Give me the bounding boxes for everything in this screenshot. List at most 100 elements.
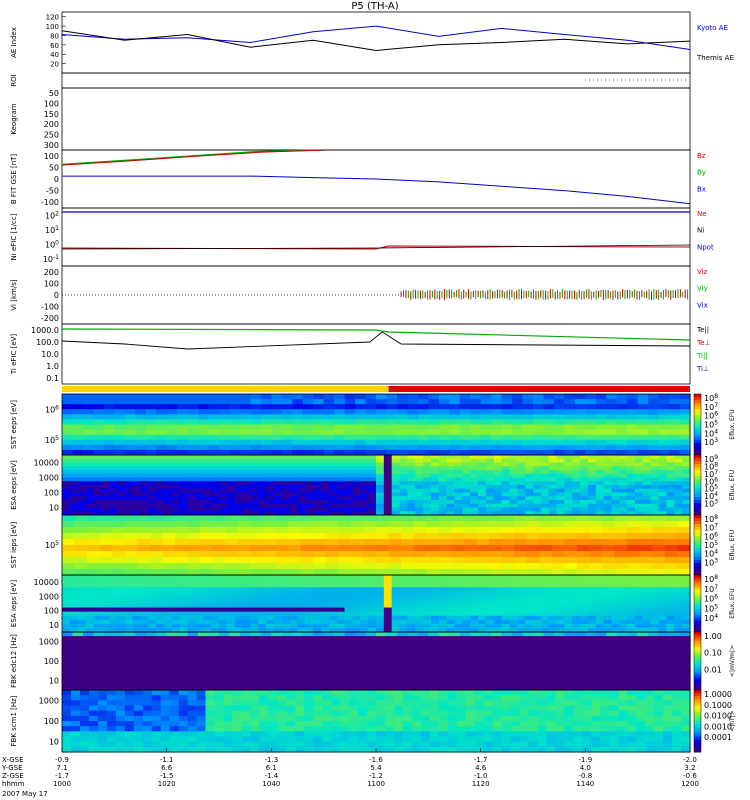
- heat-cell: [669, 434, 681, 441]
- heat-cell: [413, 527, 427, 534]
- heat-cell: [132, 470, 142, 475]
- heat-cell: [574, 673, 586, 679]
- heat-cell: [266, 503, 275, 509]
- heat-cell: [349, 741, 359, 748]
- heat-cell: [239, 394, 251, 400]
- heat-cell: [195, 619, 204, 625]
- heat-cell: [627, 414, 639, 421]
- heat-cell: [522, 449, 534, 456]
- heat-cell: [438, 640, 450, 646]
- heat-cell: [447, 736, 458, 743]
- heat-cell: [232, 731, 243, 738]
- heat-cell: [619, 503, 628, 509]
- heat-cell: [226, 507, 236, 512]
- heat-cell: [648, 644, 660, 650]
- heat-cell: [478, 507, 487, 512]
- heat-cell: [522, 665, 534, 670]
- heat-cell: [355, 419, 367, 426]
- heat-cell: [658, 477, 668, 482]
- heat-cell: [642, 619, 652, 625]
- heat-cell: [428, 665, 440, 670]
- heat-cell: [368, 485, 377, 490]
- heat-cell: [313, 636, 325, 641]
- heat-cell: [449, 673, 461, 679]
- heat-cell: [74, 551, 88, 558]
- heat-cell: [101, 579, 110, 584]
- heat-cell: [611, 615, 620, 621]
- heat-cell: [250, 533, 264, 540]
- heat-cell: [470, 623, 479, 629]
- heat-cell: [103, 648, 115, 654]
- heat-cell: [313, 394, 325, 400]
- heat-cell: [334, 656, 346, 662]
- heat-cell: [564, 477, 573, 482]
- heat-cell: [93, 677, 105, 683]
- heat-cell: [70, 731, 81, 738]
- heat-cell: [250, 563, 264, 570]
- heat-cell: [203, 587, 212, 592]
- heat-cell: [548, 579, 558, 584]
- heat-cell: [525, 587, 534, 592]
- heat-cell: [533, 665, 545, 670]
- heat-cell: [273, 500, 283, 505]
- heat-cell: [82, 399, 94, 405]
- heat-cell: [543, 632, 555, 637]
- heat-cell: [156, 648, 168, 654]
- heat-cell: [553, 640, 565, 646]
- heat-cell: [658, 644, 670, 650]
- heat-cell: [304, 690, 314, 696]
- heat-cell: [517, 481, 526, 486]
- heat-cell: [212, 539, 226, 546]
- heat-cell: [72, 632, 84, 637]
- heat-cell: [658, 488, 668, 494]
- heat-cell: [396, 665, 408, 670]
- heat-cell: [391, 462, 401, 467]
- heat-cell: [145, 449, 157, 456]
- heat-cell: [229, 656, 241, 662]
- heat-cell: [679, 444, 691, 451]
- heat-cell: [148, 575, 157, 580]
- heat-cell: [250, 485, 259, 490]
- heat-cell: [399, 611, 408, 617]
- heat-cell: [198, 444, 210, 451]
- heat-cell: [62, 640, 74, 646]
- heat-cell: [226, 458, 236, 464]
- heat-cell: [288, 521, 302, 528]
- heat-cell: [178, 736, 189, 743]
- heat-cell: [401, 545, 415, 552]
- heat-cell: [635, 611, 644, 617]
- heat-cell: [239, 636, 251, 641]
- heat-cell: [526, 557, 540, 564]
- heat-cell: [512, 677, 524, 683]
- heat-cell: [85, 615, 94, 621]
- heat-cell: [470, 599, 479, 605]
- heat-cell: [682, 462, 691, 467]
- heat-cell: [198, 677, 210, 683]
- heat-cell: [273, 583, 283, 588]
- heat-cell: [648, 652, 660, 658]
- heat-cell: [323, 439, 335, 446]
- heat-cell: [275, 545, 289, 552]
- heat-cell: [602, 563, 616, 570]
- heat-cell: [250, 640, 262, 646]
- heat-cell: [208, 419, 220, 426]
- heat-cell: [509, 470, 518, 475]
- heat-cell: [658, 429, 670, 436]
- heat-cell: [302, 640, 314, 646]
- heat-cell: [476, 539, 490, 546]
- heat-cell: [336, 627, 346, 633]
- heat-cell: [429, 721, 440, 727]
- heat-cell: [268, 695, 278, 701]
- heat-cell: [205, 726, 216, 732]
- heat-cell: [376, 615, 385, 621]
- heat-cell: [564, 611, 573, 617]
- heat-cell: [198, 681, 210, 687]
- heat-cell: [480, 661, 492, 666]
- heat-cell: [449, 424, 461, 431]
- heat-cell: [411, 710, 422, 717]
- heat-cell: [62, 705, 72, 712]
- heat-cell: [564, 632, 576, 637]
- heat-cell: [208, 404, 220, 410]
- heat-cell: [589, 533, 603, 540]
- heat-cell: [376, 579, 385, 584]
